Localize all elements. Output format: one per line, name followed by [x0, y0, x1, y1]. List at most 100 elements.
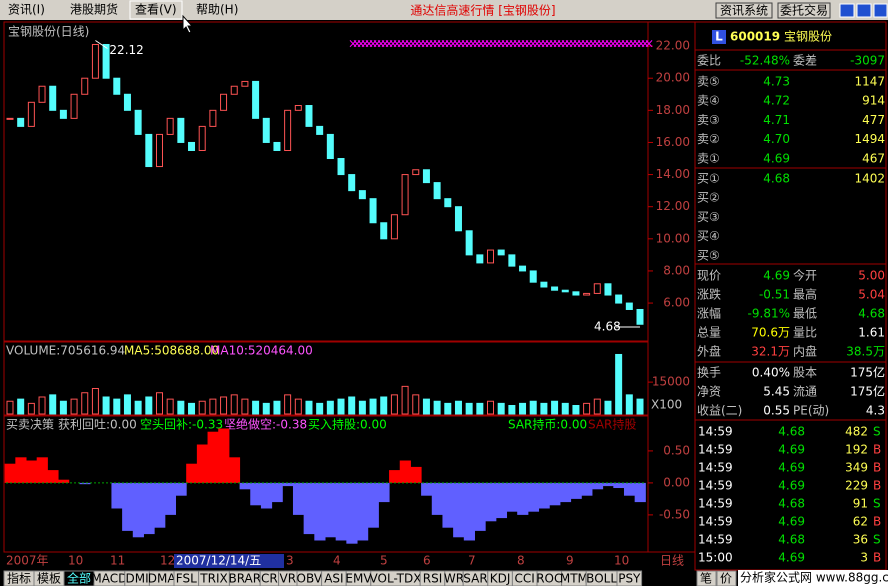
tab-label: CCI: [515, 572, 535, 586]
order-label: 买③: [697, 210, 720, 224]
signal-mark: ×: [524, 37, 534, 51]
stat-value: 1.61: [858, 326, 885, 340]
trade-time: 14:59: [698, 443, 733, 457]
order-price: 4.73: [763, 75, 790, 89]
trade-volume: 36: [853, 533, 868, 547]
volume-bar: [220, 396, 228, 415]
min-button[interactable]: [839, 3, 855, 18]
volume-bar: [134, 400, 142, 415]
stat-value: 5.00: [858, 269, 885, 283]
menu-item: 港股期货: [70, 2, 118, 17]
date-label: 2007年: [6, 554, 49, 568]
volume-bar: [230, 394, 238, 415]
signal-mark: ×: [360, 37, 370, 51]
candle: [59, 109, 67, 119]
candle: [561, 289, 569, 293]
volume-bar: [465, 402, 473, 415]
info-value: 175亿: [850, 365, 885, 380]
trade-price: 4.69: [778, 479, 805, 493]
tab-label: WR: [444, 572, 464, 586]
stat-label: 总量: [697, 326, 721, 340]
stat-value: 32.1万: [751, 345, 790, 359]
indicator-bar: [4, 463, 16, 483]
signal-mark: ×: [436, 37, 446, 51]
tab[interactable]: [616, 570, 643, 586]
volume-title: VOLUME:705616.94: [6, 344, 125, 358]
candle: [294, 105, 302, 111]
toolbar-button[interactable]: [777, 2, 831, 19]
candle: [17, 117, 25, 127]
signal-mark: ×: [460, 37, 470, 51]
stock-code: 600019: [730, 30, 780, 44]
toolbar-button[interactable]: [715, 2, 773, 19]
indicator-bar: [570, 482, 582, 499]
signal-mark: ×: [560, 37, 570, 51]
candle: [337, 158, 345, 176]
stat-value: 4.69: [763, 269, 790, 283]
date-label: 6: [423, 554, 431, 568]
indicator-bar: [250, 482, 262, 506]
indicator-bar: [485, 482, 497, 522]
indicator-bar: [164, 482, 177, 515]
volume-bar: [529, 400, 537, 415]
order-volume: 914: [862, 94, 885, 108]
tab-label: DMA: [148, 572, 177, 586]
watermark-bg: [738, 570, 888, 586]
volume-bar: [583, 402, 591, 415]
indicator-bar: [15, 457, 27, 483]
stat-label: 最低: [793, 307, 817, 321]
trade-price: 4.69: [778, 515, 805, 529]
stat-value: -9.81%: [748, 307, 790, 321]
signal-mark: ×: [556, 37, 566, 51]
signal-mark: ×: [544, 37, 554, 51]
candle: [188, 141, 196, 151]
indicator-bar: [122, 482, 134, 531]
date-label: 9: [566, 554, 574, 568]
signal-mark: ×: [464, 37, 474, 51]
volume-bar: [252, 400, 260, 415]
volume-bar: [422, 398, 430, 415]
volume-bar: [561, 402, 569, 415]
volume-bar: [59, 400, 67, 415]
indicator-bar: [463, 482, 475, 541]
volume-bar: [551, 400, 559, 415]
trade-side: B: [873, 479, 881, 493]
max-button[interactable]: [856, 3, 872, 18]
indicator-bar: [623, 482, 636, 496]
signal-mark: ×: [404, 37, 414, 51]
indicator-bar: [325, 482, 337, 538]
signal-mark: ×: [564, 37, 574, 51]
signal-mark: ×: [504, 37, 514, 51]
volume-bar: [358, 400, 366, 415]
side-tab[interactable]: [696, 570, 717, 586]
window-title: 通达信高速行情 [宝钢股份]: [410, 3, 555, 18]
candle: [358, 190, 366, 200]
indicator-label: 坚绝做空:-0.38: [224, 417, 307, 432]
signal-mark: ×: [576, 37, 586, 51]
order-label: 卖③: [697, 113, 720, 127]
candle: [241, 80, 249, 87]
volume-bar: [166, 398, 174, 415]
indicator-bar: [538, 482, 550, 509]
candle: [540, 281, 548, 288]
close-button[interactable]: [873, 3, 888, 18]
tab-label: PSY: [618, 572, 641, 586]
order-price: 4.71: [763, 113, 790, 127]
order-volume: 467: [862, 151, 885, 165]
volume-bar: [316, 402, 324, 415]
indicator-label: SAR持股: [588, 417, 636, 432]
signal-mark: ×: [492, 37, 502, 51]
info-value: 175亿: [850, 384, 885, 399]
trade-price: 4.68: [778, 533, 805, 547]
menu-highlight: [129, 0, 183, 20]
candle: [348, 174, 356, 192]
indicator-bar: [634, 482, 646, 503]
tab-label: ROC: [536, 572, 562, 586]
tab-label: ASI: [324, 572, 343, 586]
stat-label: 内盘: [793, 344, 817, 359]
trade-side: S: [873, 497, 881, 511]
tab-label: MTM: [560, 572, 588, 586]
stock-name: 宝钢股份: [784, 30, 832, 44]
side-tab[interactable]: [716, 570, 737, 586]
signal-mark: ×: [388, 37, 398, 51]
